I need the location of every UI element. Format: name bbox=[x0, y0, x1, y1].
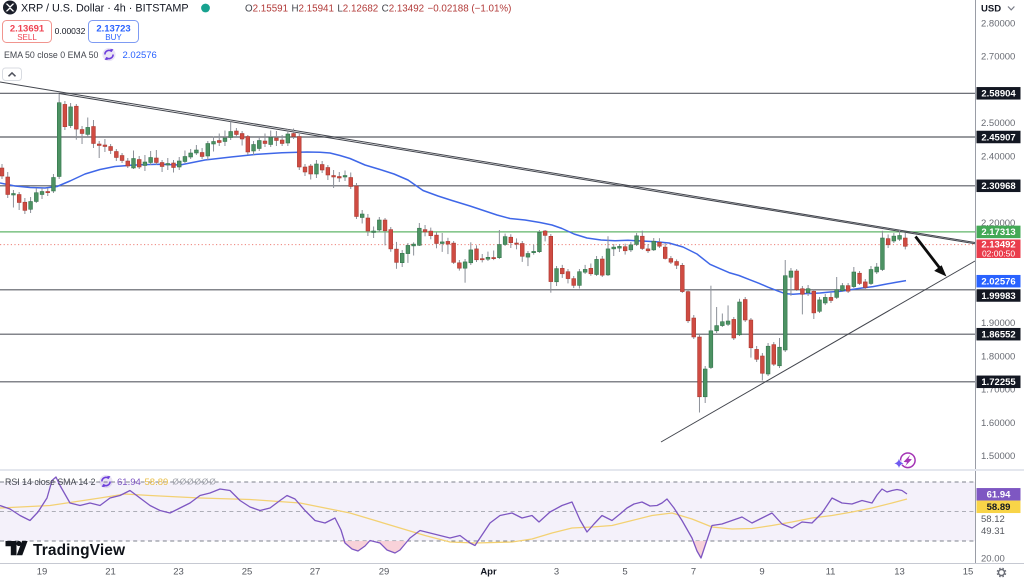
svg-text:2.80000: 2.80000 bbox=[981, 18, 1015, 29]
svg-text:2.70000: 2.70000 bbox=[981, 52, 1015, 63]
svg-text:EMA 50 close 0 EMA 50: EMA 50 close 0 EMA 50 bbox=[4, 50, 98, 60]
svg-text:1.60000: 1.60000 bbox=[981, 418, 1015, 429]
svg-text:29: 29 bbox=[379, 567, 390, 578]
svg-text:3: 3 bbox=[554, 567, 559, 578]
svg-text:58.89: 58.89 bbox=[987, 502, 1011, 513]
svg-text:TradingView: TradingView bbox=[33, 542, 126, 559]
svg-text:1.86552: 1.86552 bbox=[981, 330, 1015, 341]
svg-text:2.45907: 2.45907 bbox=[981, 132, 1015, 143]
svg-text:49.31: 49.31 bbox=[981, 526, 1005, 537]
svg-text:Ø: Ø bbox=[172, 478, 179, 487]
svg-text:1.70000: 1.70000 bbox=[981, 385, 1015, 396]
svg-text:Apr: Apr bbox=[480, 567, 497, 578]
svg-text:1.50000: 1.50000 bbox=[981, 451, 1015, 462]
svg-text:2.13723: 2.13723 bbox=[96, 23, 130, 34]
svg-text:0.00032: 0.00032 bbox=[55, 26, 86, 36]
svg-text:1.99983: 1.99983 bbox=[981, 291, 1015, 302]
svg-text:1.72255: 1.72255 bbox=[981, 377, 1016, 388]
svg-text:9: 9 bbox=[759, 567, 764, 578]
svg-text:1.90000: 1.90000 bbox=[981, 318, 1015, 329]
svg-text:7: 7 bbox=[691, 567, 696, 578]
svg-text:2.02576: 2.02576 bbox=[981, 277, 1015, 288]
svg-text:2.58904: 2.58904 bbox=[981, 89, 1016, 100]
svg-text:58.12: 58.12 bbox=[981, 514, 1005, 525]
svg-text:BUY: BUY bbox=[105, 33, 122, 42]
svg-text:58.89: 58.89 bbox=[145, 477, 169, 488]
svg-text:11: 11 bbox=[826, 567, 836, 578]
svg-text:SELL: SELL bbox=[17, 33, 37, 42]
svg-text:2.02576: 2.02576 bbox=[123, 50, 157, 61]
svg-text:1.80000: 1.80000 bbox=[981, 351, 1015, 362]
svg-text:13: 13 bbox=[894, 567, 905, 578]
svg-text:25: 25 bbox=[242, 567, 253, 578]
svg-text:21: 21 bbox=[105, 567, 116, 578]
svg-text:2.13492: 2.13492 bbox=[981, 239, 1015, 250]
svg-text:USD: USD bbox=[981, 4, 1001, 15]
svg-text:RSI 14 close SMA 14 2: RSI 14 close SMA 14 2 bbox=[5, 477, 96, 487]
svg-text:61.94: 61.94 bbox=[117, 477, 141, 488]
svg-text:02:00:50: 02:00:50 bbox=[982, 248, 1015, 258]
svg-text:2.30968: 2.30968 bbox=[981, 181, 1015, 192]
svg-text:Ø: Ø bbox=[209, 478, 216, 487]
svg-text:Ø: Ø bbox=[187, 478, 194, 487]
svg-text:XRP / U.S. Dollar · 4h · BITST: XRP / U.S. Dollar · 4h · BITSTAMP bbox=[21, 3, 189, 15]
svg-text:61.94: 61.94 bbox=[987, 490, 1011, 501]
svg-text:19: 19 bbox=[37, 567, 48, 578]
svg-text:Ø: Ø bbox=[180, 478, 187, 487]
svg-text:2.40000: 2.40000 bbox=[981, 152, 1015, 163]
svg-text:27: 27 bbox=[310, 567, 321, 578]
svg-text:Ø: Ø bbox=[195, 478, 202, 487]
svg-text:5: 5 bbox=[622, 567, 627, 578]
svg-text:2.20000: 2.20000 bbox=[981, 218, 1015, 229]
svg-text:23: 23 bbox=[173, 567, 184, 578]
svg-text:15: 15 bbox=[963, 567, 974, 578]
svg-text:20.00: 20.00 bbox=[981, 554, 1005, 565]
svg-text:2.17313: 2.17313 bbox=[981, 227, 1015, 238]
svg-text:2.13691: 2.13691 bbox=[10, 23, 45, 34]
svg-text:Ø: Ø bbox=[202, 478, 209, 487]
svg-text:2.50000: 2.50000 bbox=[981, 118, 1015, 129]
